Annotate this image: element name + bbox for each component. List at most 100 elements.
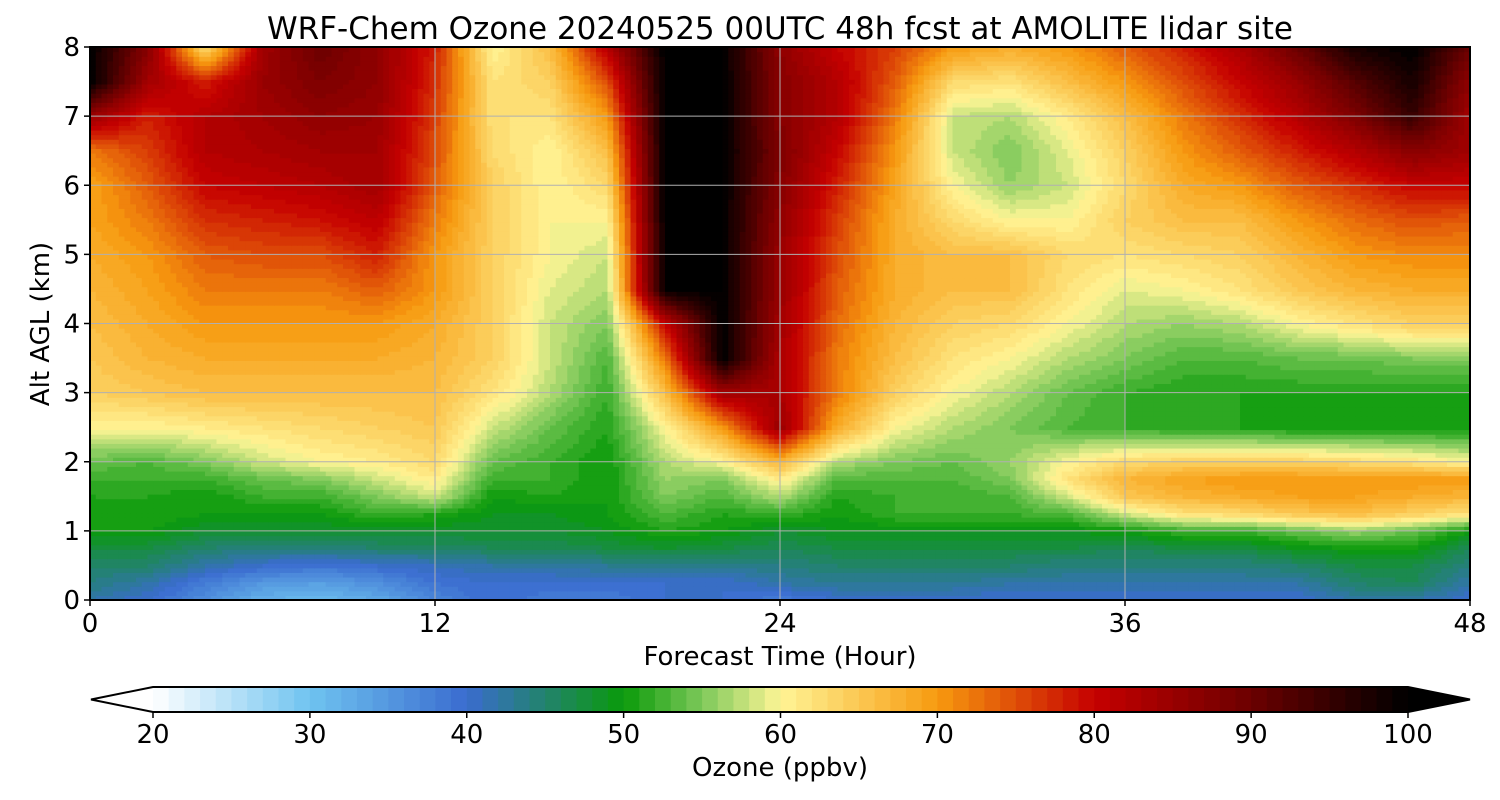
heatmap-cell bbox=[308, 540, 315, 546]
heatmap-cell bbox=[95, 558, 103, 564]
heatmap-cell bbox=[1119, 507, 1126, 514]
heatmap-cell bbox=[1240, 549, 1247, 555]
heatmap-cell bbox=[1107, 563, 1115, 569]
heatmap-cell bbox=[1274, 535, 1281, 541]
heatmap-cell bbox=[728, 544, 735, 550]
heatmap-cell bbox=[808, 507, 816, 514]
heatmap-cell bbox=[1021, 540, 1028, 546]
heatmap-cell bbox=[440, 563, 448, 569]
heatmap-cell bbox=[1125, 512, 1132, 518]
heatmap-cell bbox=[458, 581, 465, 587]
heatmap-cell bbox=[624, 517, 632, 523]
heatmap-cell bbox=[394, 553, 402, 560]
heatmap-cell bbox=[1165, 540, 1172, 546]
heatmap-cell bbox=[481, 563, 488, 569]
heatmap-cell bbox=[90, 553, 97, 560]
heatmap-cell bbox=[182, 530, 189, 537]
heatmap-cell bbox=[808, 540, 816, 546]
heatmap-cell bbox=[1274, 507, 1281, 514]
heatmap-cell bbox=[170, 576, 177, 583]
heatmap-cell bbox=[941, 567, 948, 573]
heatmap-cell bbox=[820, 503, 827, 509]
heatmap-cell bbox=[1418, 544, 1425, 550]
heatmap-cell bbox=[1452, 521, 1460, 527]
heatmap-cell bbox=[383, 553, 390, 560]
heatmap-cell bbox=[780, 567, 787, 573]
heatmap-cell bbox=[417, 576, 425, 583]
heatmap-cell bbox=[584, 553, 591, 560]
heatmap-cell bbox=[113, 558, 120, 564]
heatmap-cell bbox=[95, 553, 103, 560]
heatmap-cell bbox=[101, 581, 108, 587]
heatmap-cell bbox=[561, 512, 568, 518]
heatmap-cell bbox=[647, 549, 655, 555]
heatmap-cell bbox=[147, 544, 154, 550]
heatmap-cell bbox=[360, 553, 367, 560]
heatmap-cell bbox=[791, 567, 798, 573]
heatmap-cell bbox=[1136, 558, 1143, 564]
heatmap-cell bbox=[532, 517, 540, 523]
heatmap-cell bbox=[1429, 576, 1437, 583]
heatmap-cell bbox=[918, 567, 925, 573]
heatmap-cell bbox=[762, 563, 770, 569]
heatmap-cell bbox=[1257, 521, 1264, 527]
heatmap-cell bbox=[1349, 595, 1356, 600]
heatmap-cell bbox=[1165, 503, 1172, 509]
heatmap-cell bbox=[877, 586, 885, 592]
heatmap-cell bbox=[1136, 544, 1143, 550]
heatmap-cell bbox=[590, 507, 597, 514]
heatmap-cell bbox=[860, 544, 867, 550]
heatmap-cell bbox=[757, 567, 764, 573]
heatmap-cell bbox=[297, 576, 304, 583]
heatmap-cell bbox=[118, 586, 126, 592]
heatmap-cell bbox=[877, 558, 885, 564]
heatmap-cell bbox=[440, 567, 448, 573]
heatmap-cell bbox=[268, 558, 275, 564]
heatmap-cell bbox=[613, 563, 620, 569]
heatmap-cell bbox=[1314, 576, 1322, 583]
heatmap-cell bbox=[1372, 507, 1379, 514]
heatmap-cell bbox=[389, 521, 396, 527]
heatmap-cell bbox=[705, 503, 712, 509]
heatmap-cell bbox=[883, 558, 890, 564]
heatmap-cell bbox=[1015, 590, 1023, 596]
heatmap-cell bbox=[164, 507, 172, 514]
heatmap-cell bbox=[1343, 535, 1350, 541]
heatmap-cell bbox=[1372, 586, 1379, 592]
heatmap-cell bbox=[343, 544, 350, 550]
heatmap-cell bbox=[1286, 567, 1293, 573]
heatmap-cell bbox=[797, 512, 804, 518]
heatmap-cell bbox=[308, 576, 315, 583]
heatmap-cell bbox=[337, 586, 344, 592]
heatmap-cell bbox=[952, 595, 959, 600]
heatmap-cell bbox=[371, 576, 379, 583]
heatmap-cell bbox=[1038, 586, 1046, 592]
heatmap-cell bbox=[205, 507, 212, 514]
heatmap-cell bbox=[239, 503, 246, 509]
heatmap-cell bbox=[1286, 553, 1293, 560]
heatmap-cell bbox=[751, 507, 758, 514]
heatmap-cell bbox=[1441, 540, 1448, 546]
heatmap-cell bbox=[504, 503, 511, 509]
heatmap-cell bbox=[486, 572, 494, 578]
heatmap-cell bbox=[843, 512, 850, 518]
heatmap-cell bbox=[975, 507, 982, 514]
heatmap-cell bbox=[854, 517, 862, 523]
heatmap-cell bbox=[1303, 540, 1310, 546]
heatmap-cell bbox=[843, 507, 850, 514]
heatmap-cell bbox=[1429, 526, 1437, 532]
heatmap-cell bbox=[751, 590, 758, 596]
heatmap-cell bbox=[337, 517, 344, 523]
heatmap-cell bbox=[964, 595, 971, 600]
heatmap-cell bbox=[1268, 595, 1276, 600]
heatmap-cell bbox=[1286, 535, 1293, 541]
heatmap-cell bbox=[1096, 590, 1103, 596]
heatmap-cell bbox=[1326, 530, 1333, 537]
heatmap-cell bbox=[1090, 535, 1097, 541]
heatmap-cell bbox=[780, 517, 787, 523]
heatmap-cell bbox=[739, 595, 747, 600]
heatmap-cell bbox=[153, 503, 160, 509]
heatmap-cell bbox=[814, 558, 821, 564]
heatmap-cell bbox=[498, 576, 505, 583]
heatmap-cell bbox=[1378, 549, 1385, 555]
